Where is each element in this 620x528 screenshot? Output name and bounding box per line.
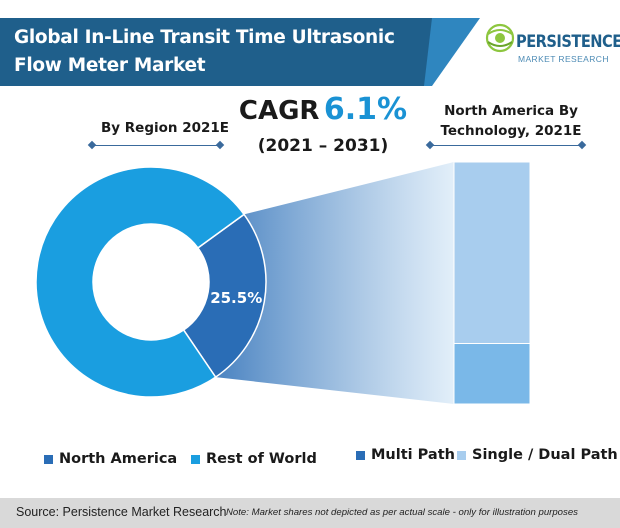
title-banner: Global In-Line Transit Time Ultrasonic F… bbox=[0, 18, 480, 86]
technology-chart-title: North America By Technology, 2021E bbox=[426, 101, 596, 141]
page-title: Global In-Line Transit Time Ultrasonic F… bbox=[14, 24, 434, 80]
note-text: Note: Market shares not depicted as per … bbox=[226, 507, 578, 518]
legend-swatch-north-america bbox=[44, 454, 53, 464]
bar-segment-single-dual-path bbox=[453, 161, 531, 344]
region-title-divider bbox=[92, 145, 220, 146]
cagr-period: (2021 – 2031) bbox=[257, 136, 389, 156]
source-text: Source: Persistence Market Research bbox=[16, 505, 227, 519]
cagr-headline: CAGR 6.1% bbox=[228, 92, 418, 127]
legend-item-single-dual-path: Single / Dual Path bbox=[457, 447, 618, 463]
footer: Source: Persistence Market Research Note… bbox=[0, 498, 620, 528]
legend-swatch-single-dual-path bbox=[457, 450, 466, 460]
cagr-label: CAGR bbox=[238, 96, 320, 126]
persistence-logo: PERSISTENCE MARKET RESEARCH bbox=[484, 18, 620, 74]
page-title-line-2: Flow Meter Market bbox=[14, 55, 206, 76]
legend-label-rest-of-world: Rest of World bbox=[206, 451, 317, 467]
page-title-line-1: Global In-Line Transit Time Ultrasonic bbox=[14, 27, 395, 48]
pie-slice-north-america bbox=[182, 213, 267, 379]
cagr-value: 6.1% bbox=[323, 92, 408, 127]
legend-label-single-dual-path: Single / Dual Path bbox=[472, 447, 618, 463]
chart-canvas: 25.5% bbox=[35, 161, 531, 405]
logo-subtitle: MARKET RESEARCH bbox=[518, 54, 609, 64]
legend-item-rest-of-world: Rest of World bbox=[191, 451, 317, 467]
bar-segment-multi-path bbox=[453, 343, 531, 405]
title-banner-shape bbox=[0, 18, 480, 86]
legend-swatch-multi-path bbox=[356, 450, 365, 460]
legend-item-north-america: North America bbox=[44, 451, 177, 467]
logo-globe-icon bbox=[485, 23, 515, 53]
region-chart-title: By Region 2021E bbox=[100, 120, 229, 136]
legend-swatch-rest-of-world bbox=[191, 454, 200, 464]
technology-title-line-2: Technology, 2021E bbox=[440, 123, 582, 139]
technology-title-line-1: North America By bbox=[444, 103, 578, 119]
pie-slice-rest-of-world bbox=[35, 166, 246, 398]
funnel-connector bbox=[215, 162, 454, 404]
legend-label-multi-path: Multi Path bbox=[371, 447, 455, 463]
technology-title-divider bbox=[430, 145, 582, 146]
logo-name: PERSISTENCE bbox=[516, 32, 620, 52]
legend-item-multi-path: Multi Path bbox=[356, 447, 455, 463]
pie-data-label-north-america: 25.5% bbox=[210, 289, 262, 307]
legend-label-north-america: North America bbox=[59, 451, 178, 467]
